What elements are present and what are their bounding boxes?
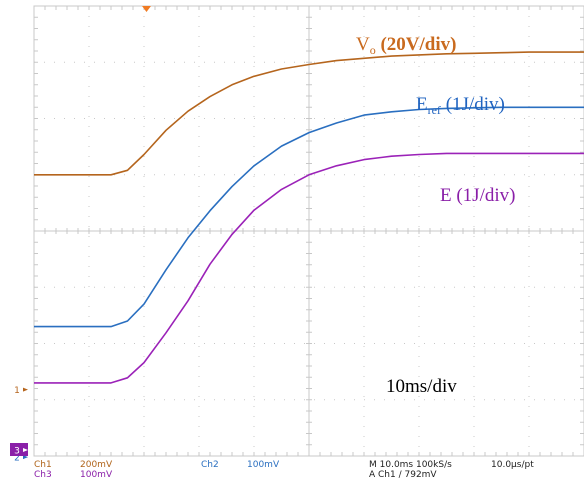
trigger-position-marker (142, 6, 151, 12)
ch1-scale: 200mV (80, 460, 113, 470)
vo-label: Vo (20V/div) (356, 34, 456, 57)
trace-3 (34, 152, 584, 384)
traces (34, 51, 584, 384)
graticule (33, 5, 584, 457)
sample-interval-readout: 10.0µs/pt (491, 460, 534, 470)
channel-3-marker-bg (10, 443, 28, 456)
trigger-readout: A Ch1 ∕ 792mV (369, 470, 437, 480)
timebase-readout: M 10.0ms 100kS/s (369, 460, 452, 470)
eref-label: Eref (1J/div) (416, 94, 505, 117)
status-bar: Ch1 200mV Ch3 100mV Ch2 100mV M 10.0ms 1… (34, 460, 534, 480)
ch1-label: Ch1 (34, 460, 52, 470)
channel-marker-arrow (23, 448, 28, 452)
ch2-label: Ch2 (201, 460, 219, 470)
trace-1 (34, 51, 584, 176)
channel-marker-arrow (23, 455, 28, 460)
ch3-scale: 100mV (80, 470, 113, 480)
ch3-label: Ch3 (34, 470, 52, 480)
trace-2 (34, 106, 584, 328)
timebase-annotation: 10ms/div (386, 376, 457, 397)
e-label: E (1J/div) (440, 185, 515, 206)
channel-markers: 1 23 (10, 386, 28, 464)
channel-marker-2: 2 (14, 454, 20, 464)
ch2-scale: 100mV (247, 460, 280, 470)
channel-marker-3: 3 (14, 447, 20, 457)
channel-marker-1: 1 (14, 386, 20, 396)
channel-marker-arrow (23, 387, 28, 392)
